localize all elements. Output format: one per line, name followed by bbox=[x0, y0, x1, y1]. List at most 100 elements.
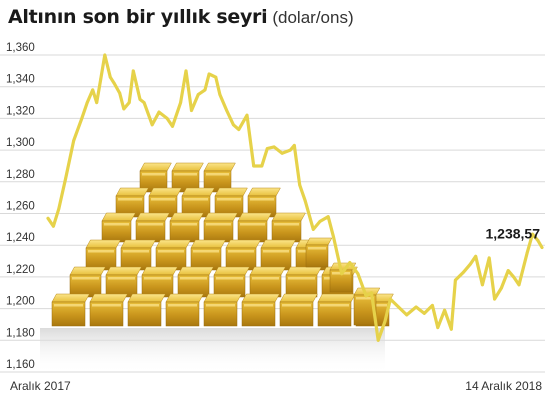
gold-bar-highlight bbox=[308, 247, 326, 250]
series-point bbox=[265, 147, 269, 150]
y-tick-label: 1,200 bbox=[6, 296, 35, 308]
series-point bbox=[57, 207, 61, 211]
series-point bbox=[64, 177, 67, 181]
series-point bbox=[356, 272, 360, 276]
gold-bar bbox=[135, 212, 170, 243]
gold-bar bbox=[225, 239, 261, 271]
gold-bar-top bbox=[135, 212, 170, 222]
series-point bbox=[108, 75, 112, 79]
series-point bbox=[405, 313, 409, 317]
gold-bar-top bbox=[89, 293, 128, 303]
gold-bar bbox=[85, 239, 121, 271]
y-tick-label: 1,180 bbox=[6, 327, 35, 339]
x-label-start: Aralık 2017 bbox=[10, 379, 71, 393]
gold-bar-top bbox=[317, 293, 356, 303]
gold-bar bbox=[260, 239, 296, 271]
chart-unit: (dolar/ons) bbox=[272, 8, 354, 27]
gold-bar-highlight bbox=[138, 223, 163, 226]
gold-bar-top bbox=[214, 187, 248, 197]
gold-bar-highlight bbox=[244, 304, 273, 307]
series-point bbox=[318, 220, 322, 223]
gold-bar-top bbox=[171, 162, 204, 172]
gold-bar-highlight bbox=[240, 223, 265, 226]
series-point bbox=[397, 305, 400, 309]
series-point bbox=[383, 319, 387, 323]
gold-bar-highlight bbox=[274, 223, 299, 226]
gold-bar-top bbox=[247, 187, 281, 197]
gold-bar bbox=[285, 266, 322, 298]
series-point bbox=[122, 107, 126, 111]
y-tick-label: 1,240 bbox=[6, 232, 35, 244]
series-point bbox=[303, 199, 307, 203]
y-tick-label: 1,160 bbox=[6, 359, 35, 371]
gold-bar bbox=[271, 212, 306, 243]
gold-bar bbox=[115, 187, 149, 218]
series-point bbox=[72, 139, 76, 143]
gold-bar bbox=[181, 187, 215, 218]
gold-bar bbox=[141, 266, 178, 298]
series-line-layer bbox=[46, 53, 544, 342]
series-point bbox=[326, 215, 330, 219]
series-point bbox=[196, 93, 200, 97]
gold-bar-top bbox=[105, 266, 142, 276]
gold-bar bbox=[249, 266, 286, 298]
series-point bbox=[364, 294, 368, 298]
series-point bbox=[179, 101, 183, 104]
gold-bar bbox=[139, 162, 172, 193]
gold-bar-top bbox=[85, 239, 121, 249]
gold-bar-highlight bbox=[206, 223, 231, 226]
gold-bar bbox=[105, 266, 142, 298]
gold-bar bbox=[148, 187, 182, 218]
gold-bars-illustration bbox=[40, 162, 394, 373]
gold-bar-highlight bbox=[174, 173, 197, 176]
series-point bbox=[46, 216, 50, 220]
gold-bar-highlight bbox=[151, 198, 175, 201]
gold-bar-top bbox=[305, 237, 333, 246]
gold-bar bbox=[171, 162, 204, 193]
gold-bar-top bbox=[260, 239, 296, 249]
series-point bbox=[468, 262, 472, 266]
gold-bar-top bbox=[203, 293, 242, 303]
gold-bar-highlight bbox=[216, 277, 243, 280]
gold-bar-top bbox=[115, 187, 149, 197]
y-tick-label: 1,260 bbox=[6, 201, 35, 213]
series-point bbox=[531, 232, 534, 236]
gold-bar-top bbox=[139, 162, 172, 172]
series-point bbox=[481, 283, 484, 287]
gold-bar bbox=[279, 293, 318, 327]
gold-bar bbox=[51, 293, 90, 327]
series-point bbox=[214, 75, 218, 79]
series-point bbox=[171, 124, 174, 128]
gold-bar-top bbox=[148, 187, 182, 197]
gold-bar-top bbox=[181, 187, 215, 197]
y-tick-label: 1,300 bbox=[6, 137, 35, 149]
series-point bbox=[462, 270, 465, 274]
series-point bbox=[389, 297, 392, 301]
series-point bbox=[414, 305, 418, 309]
gold-bar-highlight bbox=[130, 304, 159, 307]
gold-bar-highlight bbox=[320, 304, 349, 307]
gold-bar-highlight bbox=[158, 250, 184, 253]
gold-bar-top bbox=[127, 293, 166, 303]
gold-bar-highlight bbox=[263, 250, 289, 253]
series-point bbox=[517, 283, 521, 287]
series-point bbox=[203, 88, 207, 92]
gold-bar bbox=[203, 212, 238, 243]
series-point bbox=[272, 145, 276, 149]
y-tick-label: 1,320 bbox=[6, 105, 35, 117]
gold-bar bbox=[247, 187, 281, 218]
series-point bbox=[150, 123, 154, 127]
series-point bbox=[453, 278, 457, 282]
value-annotation: 1,238,57 bbox=[486, 225, 541, 241]
series-point bbox=[112, 82, 116, 85]
gold-bar-top bbox=[203, 162, 236, 172]
series-point bbox=[512, 275, 515, 279]
series-point bbox=[85, 101, 89, 104]
gold-bar bbox=[120, 239, 156, 271]
gold-bar bbox=[203, 293, 242, 327]
gold-bar bbox=[190, 239, 226, 271]
gold-bar-highlight bbox=[118, 198, 142, 201]
gold-bar-highlight bbox=[252, 277, 279, 280]
